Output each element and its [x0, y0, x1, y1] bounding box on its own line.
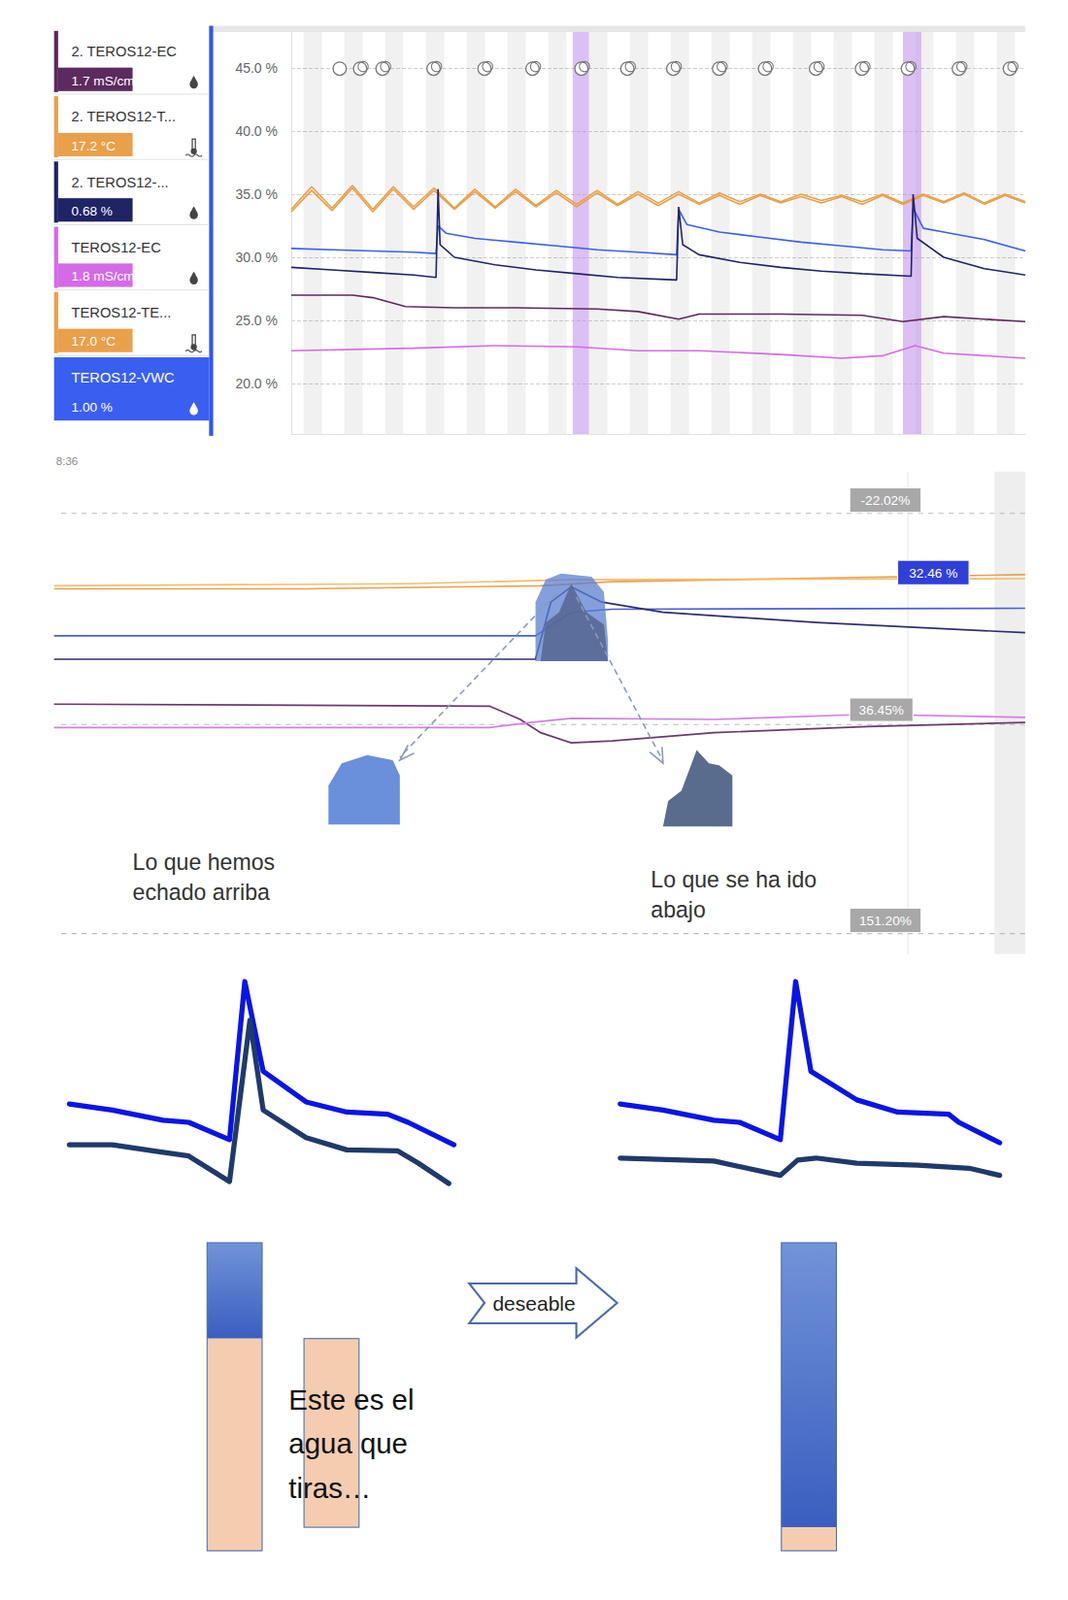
- svg-text:25.0 %: 25.0 %: [234, 312, 278, 329]
- svg-text:20.0 %: 20.0 %: [234, 375, 278, 392]
- svg-text:40.0 %: 40.0 %: [234, 123, 278, 139]
- svg-text:36.45%: 36.45%: [859, 702, 904, 718]
- svg-text:2. TEROS12-EC: 2. TEROS12-EC: [71, 43, 178, 60]
- svg-text:17.0 °C: 17.0 °C: [71, 333, 117, 349]
- svg-text:TEROS12-EC: TEROS12-EC: [71, 239, 163, 256]
- svg-text:0.68 %: 0.68 %: [71, 203, 113, 219]
- svg-text:30.0 %: 30.0 %: [234, 249, 278, 266]
- svg-text:deseable: deseable: [492, 1292, 575, 1315]
- svg-text:35.0 %: 35.0 %: [234, 186, 278, 202]
- svg-text:-22.02%: -22.02%: [861, 493, 911, 508]
- svg-text:1.8 mS/cm: 1.8 mS/cm: [71, 268, 135, 284]
- svg-text:TEROS12-VWC: TEROS12-VWC: [71, 369, 175, 386]
- svg-text:151.20%: 151.20%: [859, 913, 912, 929]
- svg-text:17.2 °C: 17.2 °C: [71, 138, 117, 154]
- svg-text:1.00 %: 1.00 %: [71, 400, 113, 415]
- svg-text:45.0 %: 45.0 %: [234, 60, 278, 76]
- svg-text:1.7 mS/cm: 1.7 mS/cm: [71, 73, 135, 89]
- svg-text:32.46 %: 32.46 %: [908, 566, 958, 581]
- svg-text:TEROS12-TE...: TEROS12-TE...: [71, 304, 172, 321]
- svg-text:8:36: 8:36: [56, 455, 78, 468]
- svg-text:tiras…: tiras…: [288, 1471, 371, 1504]
- svg-text:Lo que hemos: Lo que hemos: [133, 849, 275, 875]
- svg-text:agua que: agua que: [288, 1427, 408, 1460]
- svg-text:2. TEROS12-...: 2. TEROS12-...: [71, 174, 169, 191]
- svg-text:abajo: abajo: [650, 897, 706, 923]
- svg-text:Este es el: Este es el: [288, 1383, 414, 1416]
- svg-text:echado arriba: echado arriba: [133, 879, 270, 905]
- svg-text:2. TEROS12-T...: 2. TEROS12-T...: [71, 108, 176, 125]
- svg-text:Lo que se ha ido: Lo que se ha ido: [650, 867, 817, 893]
